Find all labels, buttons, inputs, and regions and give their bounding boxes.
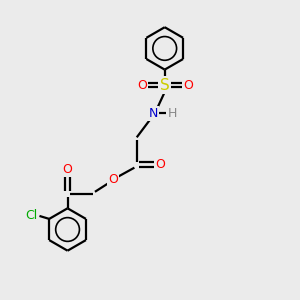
Text: N: N: [148, 107, 158, 120]
Text: O: O: [183, 79, 193, 92]
Text: Cl: Cl: [26, 209, 38, 223]
Text: O: O: [137, 79, 147, 92]
Text: O: O: [63, 163, 73, 176]
Text: S: S: [160, 78, 169, 93]
Text: O: O: [108, 173, 118, 186]
Text: O: O: [155, 158, 165, 171]
Text: H: H: [167, 107, 177, 120]
